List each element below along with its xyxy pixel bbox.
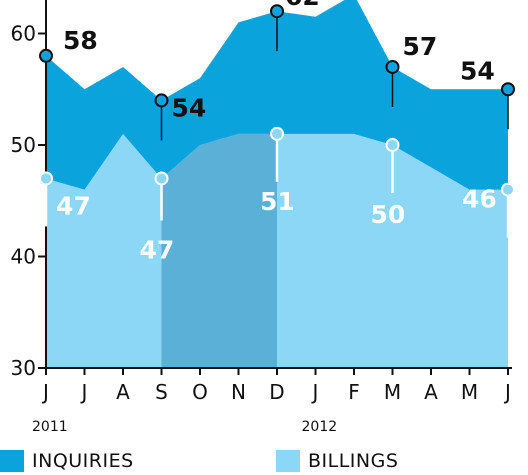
x-tick-label-1: J — [80, 380, 88, 404]
x-tick-label-5: N — [231, 380, 246, 404]
legend-item-inquiries: INQUIRIES — [0, 449, 134, 473]
billings-label-3: 50 — [371, 200, 406, 229]
inquiries-marker-3 — [385, 59, 400, 74]
billings-label-4: 46 — [462, 185, 497, 214]
data-labels-layer: 58 54 62 57 54 47 47 51 50 46 — [39, 0, 515, 264]
inquiries-marker-0 — [39, 48, 53, 63]
y-tick-label-50: 50 — [11, 133, 36, 157]
legend-swatch-inquiries — [0, 450, 24, 472]
billings-label-2: 51 — [260, 187, 295, 216]
x-tick-label-3: S — [155, 380, 168, 404]
x-tick-label-0: J — [41, 380, 49, 404]
inquiries-label-0: 58 — [63, 26, 98, 55]
billings-marker-4 — [501, 182, 515, 197]
inquiries-label-2: 62 — [285, 0, 320, 11]
highlight-band — [161, 133, 277, 368]
x-tick-label-10: A — [424, 380, 438, 404]
x-tick-label-6: D — [269, 380, 284, 404]
billings-marker-2 — [270, 126, 284, 141]
billings-marker-3 — [385, 138, 400, 152]
areas-layer — [46, 0, 508, 368]
inquiries-label-4: 54 — [460, 56, 495, 85]
y-tick-label-60: 60 — [11, 22, 36, 46]
x-year-label-2011: 2011 — [32, 419, 68, 435]
inquiries-label-1: 54 — [172, 93, 207, 122]
x-year-label-2012: 2012 — [302, 419, 338, 435]
inquiries-marker-2 — [270, 4, 284, 19]
x-tick-label-2: A — [116, 380, 130, 404]
legend-swatch-billings — [276, 450, 300, 472]
y-tick-label-40: 40 — [11, 245, 36, 269]
x-tick-label-11: M — [461, 380, 478, 404]
billings-marker-1 — [154, 171, 169, 186]
x-tick-label-9: M — [384, 380, 401, 404]
inquiries-label-3: 57 — [403, 32, 438, 61]
x-tick-label-12: J — [503, 380, 511, 404]
billings-label-1: 47 — [140, 235, 175, 264]
inquiries-marker-4 — [501, 82, 515, 97]
legend-item-billings: BILLINGS — [276, 449, 398, 473]
billings-marker-0 — [39, 171, 53, 186]
x-tick-label-7: J — [311, 380, 319, 404]
x-tick-label-8: F — [348, 380, 360, 404]
legend-label-billings: BILLINGS — [308, 450, 399, 472]
legend-label-inquiries: INQUIRIES — [32, 450, 134, 472]
billings-label-0: 47 — [56, 191, 91, 220]
y-tick-label-30: 30 — [11, 356, 36, 380]
x-tick-label-4: O — [192, 380, 208, 404]
inquiries-marker-1 — [154, 93, 169, 108]
